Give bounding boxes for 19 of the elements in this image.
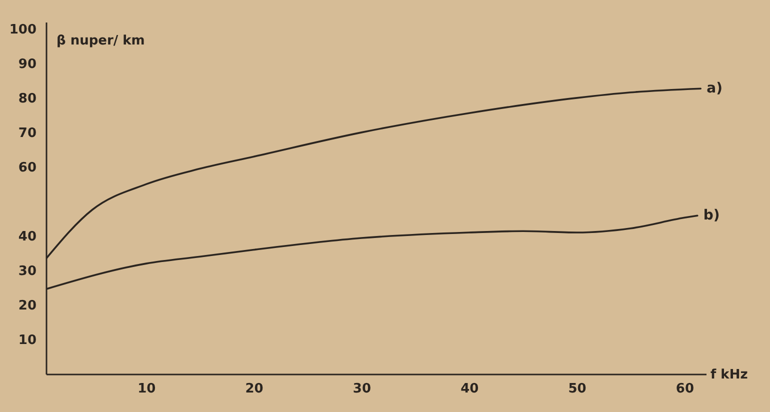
x-tick-label: 50 [568, 382, 586, 396]
annotation: b) [703, 208, 720, 224]
x-tick-label: 20 [245, 382, 264, 396]
y-tick-label: 100 [9, 22, 36, 38]
x-tick-label: 30 [352, 382, 372, 396]
y-tick-label: 70 [18, 126, 36, 141]
y-tick-label: 60 [18, 160, 36, 176]
y-tick-label: 10 [18, 332, 36, 348]
x-tick-label: 10 [138, 382, 156, 396]
y-axis-title: β nuper/ km [56, 34, 145, 48]
y-tick-label: 80 [18, 91, 36, 106]
x-tick-label: 40 [460, 382, 479, 396]
x-axis-title: f kHz [710, 368, 748, 382]
y-tick-label: 30 [18, 264, 36, 279]
annotation: a) [706, 80, 722, 97]
y-tick-label: 90 [18, 56, 36, 72]
x-tick-label: 60 [676, 382, 694, 396]
y-tick-label: 20 [18, 298, 36, 314]
y-tick-label: 40 [18, 229, 36, 244]
